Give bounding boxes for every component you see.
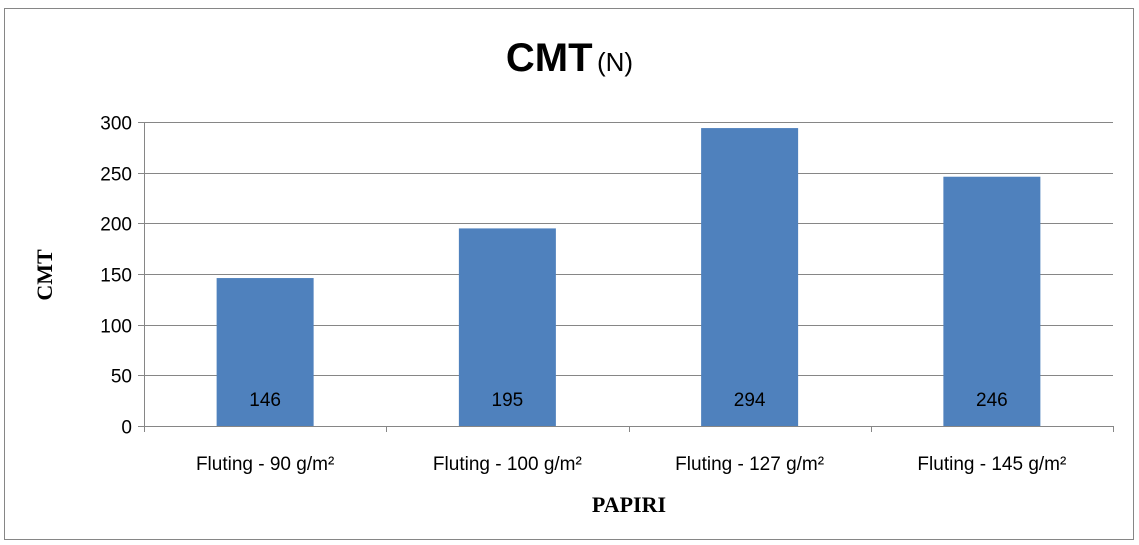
y-tick-label: 50 (111, 367, 132, 388)
x-axis-title: PAPIRI (592, 492, 666, 517)
y-tick-label: 150 (100, 266, 132, 287)
data-label-4: 246 (976, 390, 1008, 411)
x-axis-categories: Fluting - 90 g/m² Fluting - 100 g/m² Fluti… (196, 454, 1066, 475)
x-category-label-1: Fluting - 90 g/m² (196, 454, 334, 475)
y-axis-title: CMT (32, 249, 57, 301)
data-label-1: 146 (249, 390, 281, 411)
y-tick-label: 0 (121, 418, 132, 439)
bar-4 (943, 176, 1041, 426)
y-axis-ticks: 0 50 100 150 200 250 300 (100, 114, 132, 439)
bar-2 (458, 228, 556, 426)
data-label-2: 195 (492, 390, 524, 411)
y-tick-label: 250 (100, 165, 132, 186)
x-category-label-2: Fluting - 100 g/m² (433, 454, 582, 475)
y-tick-label: 300 (100, 114, 132, 135)
bars (216, 128, 1041, 426)
data-label-3: 294 (734, 390, 766, 411)
x-category-label-3: Fluting - 127 g/m² (675, 454, 824, 475)
bar-1 (216, 278, 314, 426)
y-tick-label: 100 (100, 317, 132, 338)
data-labels: 146 195 294 246 (249, 390, 1007, 411)
bar-3 (701, 128, 799, 426)
chart-title-unit: (N) (597, 47, 634, 77)
x-category-label-4: Fluting - 145 g/m² (917, 454, 1066, 475)
chart-title: CMT (N) (0, 38, 1139, 78)
y-tick-label: 200 (100, 215, 132, 236)
chart-title-main: CMT (505, 36, 593, 80)
